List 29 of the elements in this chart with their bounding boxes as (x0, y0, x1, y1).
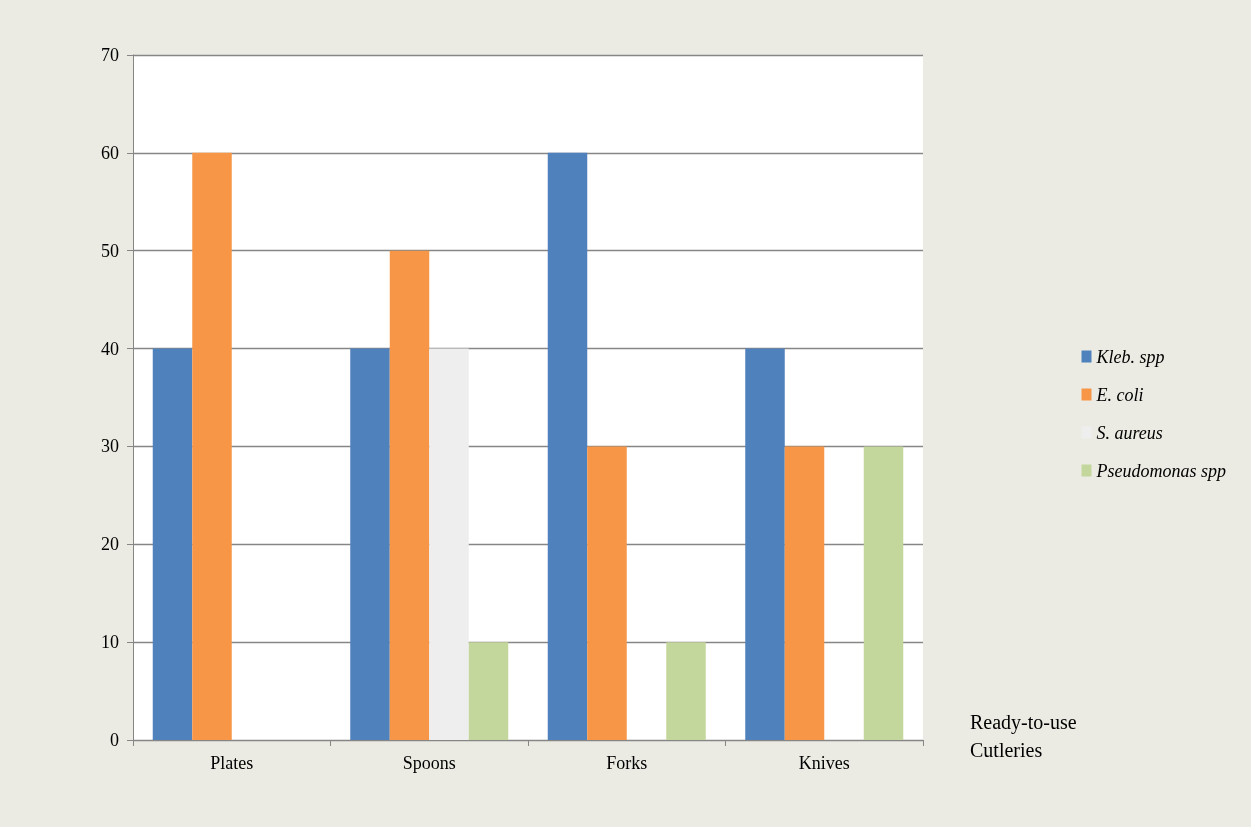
bar (745, 348, 785, 740)
y-tick-label: 60 (101, 142, 119, 163)
legend-label: S. aureus (1096, 422, 1163, 443)
bar (192, 152, 232, 740)
bar (389, 250, 430, 740)
x-tick-label: Forks (606, 753, 648, 773)
legend-label: Pseudomonas spp (1095, 460, 1226, 481)
bar (547, 152, 588, 740)
y-tick-label: 40 (101, 338, 119, 359)
y-tick-label: 50 (101, 240, 119, 261)
y-tick-label: 70 (101, 45, 119, 65)
legend-label: E. coli (1095, 384, 1144, 405)
y-tick-label: 30 (101, 436, 119, 457)
x-tick-label: Spoons (402, 753, 456, 773)
bar (587, 446, 627, 740)
x-tick-label: Knives (798, 753, 850, 773)
y-tick-label: 20 (101, 534, 119, 555)
bar (350, 348, 390, 740)
bar (784, 446, 825, 740)
x-tick-label: Plates (210, 753, 254, 773)
y-tick-label: 0 (110, 730, 119, 750)
legend-label: Kleb. spp (1095, 346, 1165, 367)
bar (468, 642, 509, 740)
bar (863, 446, 904, 740)
y-tick-label: 10 (101, 632, 119, 653)
bar (152, 348, 193, 740)
bar (429, 348, 469, 740)
bar (666, 642, 706, 740)
x-axis-title: Ready-to-use Cutleries (970, 711, 1082, 761)
